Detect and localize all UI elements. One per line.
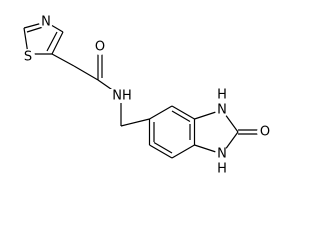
atom-label: O [95,40,105,55]
background [0,0,300,200]
atom-label: H [217,162,227,177]
atom-label: O [260,125,270,140]
atom-label: NH [112,89,132,104]
atom-label: H [217,88,227,103]
atom-label: S [24,50,32,65]
structure-diagram: N S O NH H N O N H [0,0,300,200]
label-backgrounds [21,15,271,161]
atom-label: N [41,15,51,30]
atom-label: N [217,103,227,118]
atom-label: N [217,147,227,162]
